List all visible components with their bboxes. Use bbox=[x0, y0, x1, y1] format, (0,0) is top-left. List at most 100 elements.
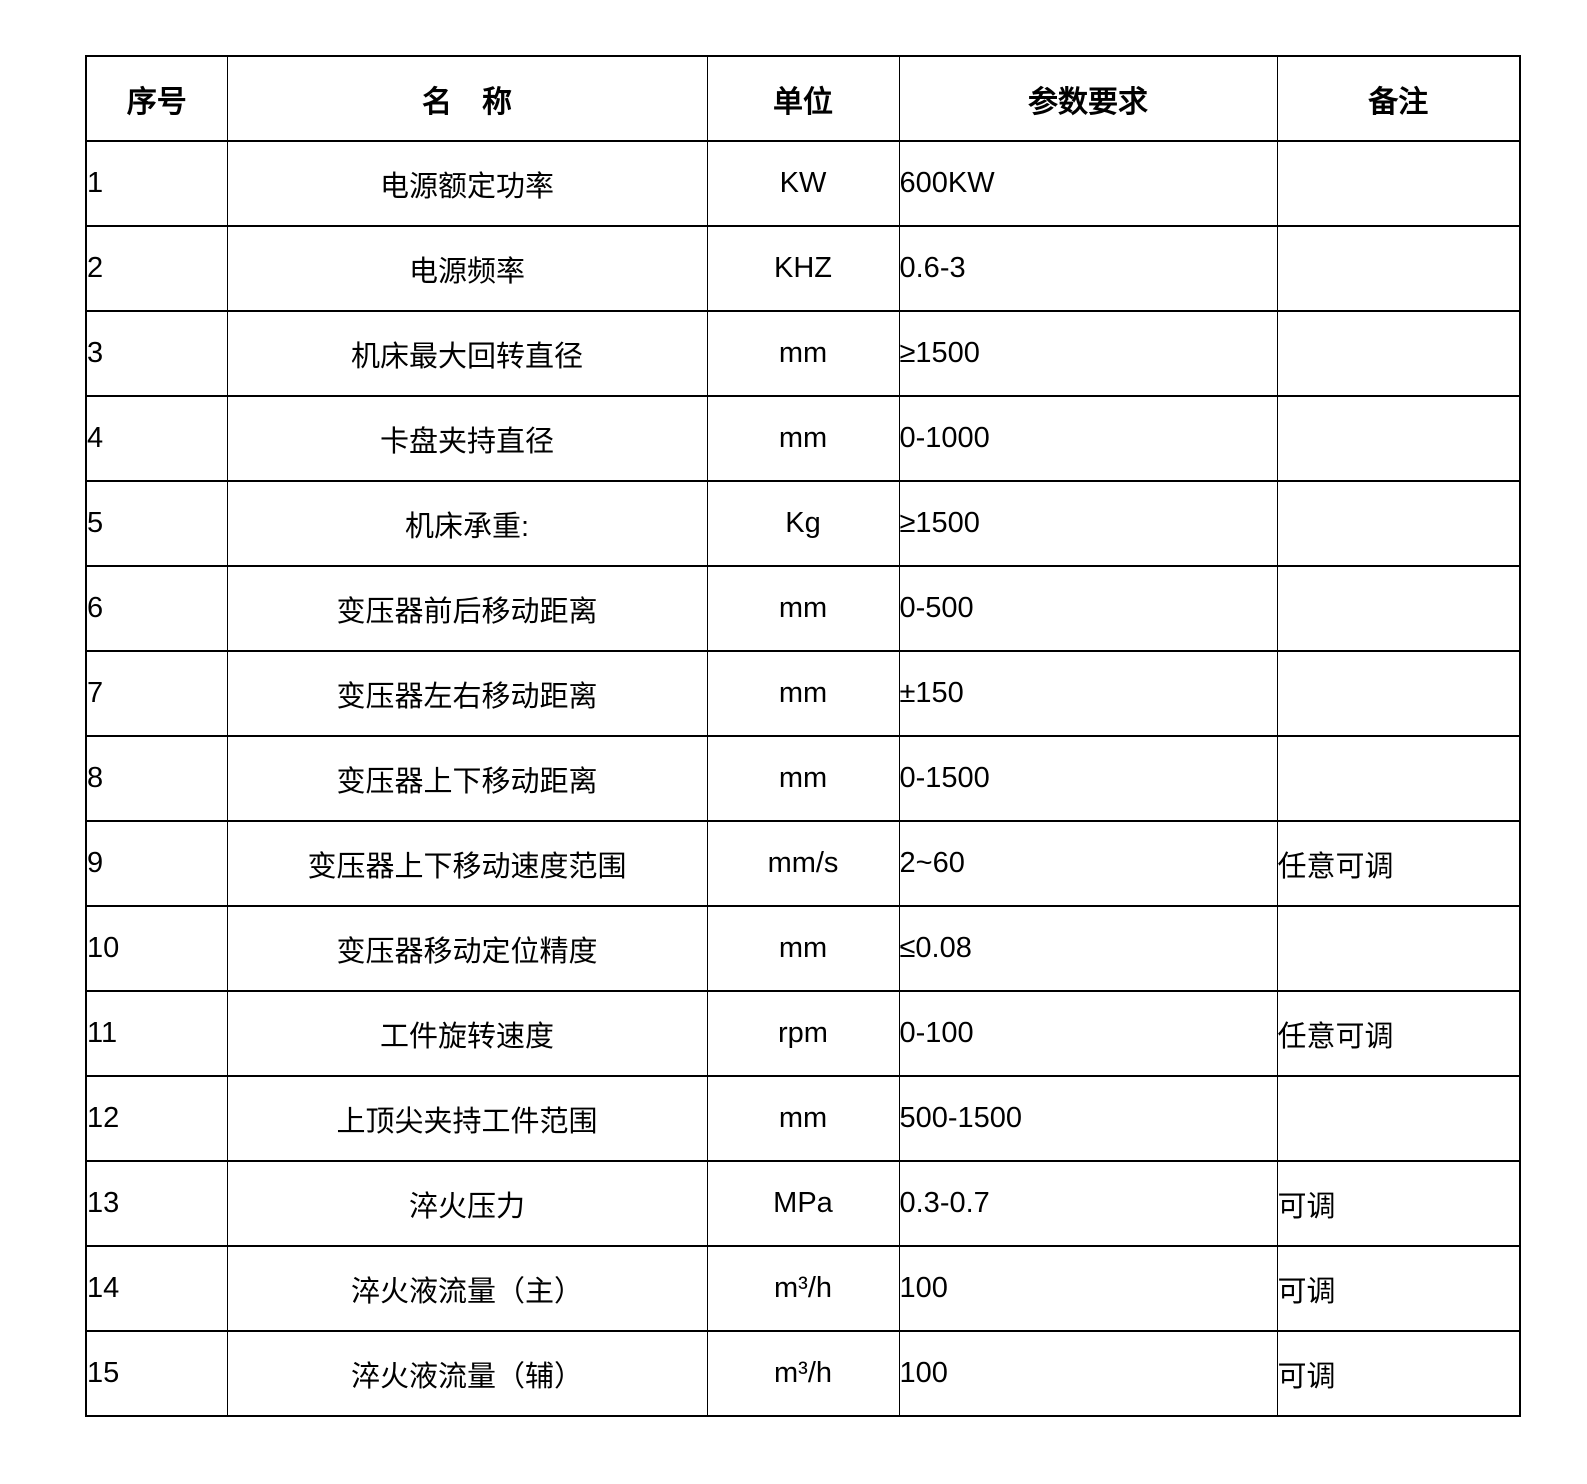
table-row: 5 机床承重: Kg ≥1500 bbox=[85, 480, 1521, 567]
row-unit-cell: mm bbox=[706, 310, 900, 397]
row-param-cell: 100 bbox=[898, 1330, 1278, 1417]
table-row: 14 淬火液流量（主） m³/h 100 可调 bbox=[85, 1245, 1521, 1332]
row-unit-cell: rpm bbox=[706, 990, 900, 1077]
table-row: 8 变压器上下移动距离 mm 0-1500 bbox=[85, 735, 1521, 822]
row-param-cell: 0.6-3 bbox=[898, 225, 1278, 312]
row-unit-cell: m³/h bbox=[706, 1330, 900, 1417]
row-name-cell: 机床最大回转直径 bbox=[226, 310, 708, 397]
row-unit-cell: m³/h bbox=[706, 1245, 900, 1332]
table-row: 6 变压器前后移动距离 mm 0-500 bbox=[85, 565, 1521, 652]
row-note-cell: 可调 bbox=[1276, 1330, 1521, 1417]
table-row: 11 工件旋转速度 rpm 0-100 任意可调 bbox=[85, 990, 1521, 1077]
row-number-cell: 11 bbox=[85, 990, 228, 1077]
row-param-cell: ≥1500 bbox=[898, 310, 1278, 397]
row-name-cell: 淬火压力 bbox=[226, 1160, 708, 1247]
row-name-cell: 变压器前后移动距离 bbox=[226, 565, 708, 652]
header-unit: 单位 bbox=[706, 55, 900, 142]
row-unit-cell: mm bbox=[706, 1075, 900, 1162]
table-row: 4 卡盘夹持直径 mm 0-1000 bbox=[85, 395, 1521, 482]
row-note-cell bbox=[1276, 735, 1521, 822]
table-row: 10 变压器移动定位精度 mm ≤0.08 bbox=[85, 905, 1521, 992]
row-number-cell: 15 bbox=[85, 1330, 228, 1417]
table-row: 9 变压器上下移动速度范围 mm/s 2~60 任意可调 bbox=[85, 820, 1521, 907]
row-param-cell: 100 bbox=[898, 1245, 1278, 1332]
row-param-cell: 2~60 bbox=[898, 820, 1278, 907]
header-no: 序号 bbox=[85, 55, 228, 142]
header-name: 名 称 bbox=[226, 55, 708, 142]
row-name-cell: 淬火液流量（辅） bbox=[226, 1330, 708, 1417]
table-row: 7 变压器左右移动距离 mm ±150 bbox=[85, 650, 1521, 737]
row-param-cell: 0-1000 bbox=[898, 395, 1278, 482]
row-number-cell: 2 bbox=[85, 225, 228, 312]
table-row: 3 机床最大回转直径 mm ≥1500 bbox=[85, 310, 1521, 397]
row-param-cell: 0-500 bbox=[898, 565, 1278, 652]
row-param-cell: 0-100 bbox=[898, 990, 1278, 1077]
row-note-cell bbox=[1276, 310, 1521, 397]
table-row: 15 淬火液流量（辅） m³/h 100 可调 bbox=[85, 1330, 1521, 1417]
row-note-cell: 任意可调 bbox=[1276, 990, 1521, 1077]
table-row: 13 淬火压力 MPa 0.3-0.7 可调 bbox=[85, 1160, 1521, 1247]
spec-table-body: 1 电源额定功率 KW 600KW 2 电源频率 KHZ 0.6-3 3 机床最… bbox=[85, 140, 1521, 1417]
row-note-cell: 可调 bbox=[1276, 1160, 1521, 1247]
row-note-cell bbox=[1276, 565, 1521, 652]
row-note-cell bbox=[1276, 905, 1521, 992]
row-name-cell: 卡盘夹持直径 bbox=[226, 395, 708, 482]
row-number-cell: 10 bbox=[85, 905, 228, 992]
row-param-cell: ≥1500 bbox=[898, 480, 1278, 567]
header-note: 备注 bbox=[1276, 55, 1521, 142]
header-row: 序号 名 称 单位 参数要求 备注 bbox=[85, 55, 1521, 142]
row-name-cell: 上顶尖夹持工件范围 bbox=[226, 1075, 708, 1162]
row-note-cell: 任意可调 bbox=[1276, 820, 1521, 907]
row-param-cell: ±150 bbox=[898, 650, 1278, 737]
header-param: 参数要求 bbox=[898, 55, 1278, 142]
row-note-cell bbox=[1276, 140, 1521, 227]
spec-table: 序号 名 称 单位 参数要求 备注 1 电源额定功率 KW 600KW 2 电源… bbox=[85, 55, 1521, 1417]
row-param-cell: 0.3-0.7 bbox=[898, 1160, 1278, 1247]
row-number-cell: 6 bbox=[85, 565, 228, 652]
row-unit-cell: KHZ bbox=[706, 225, 900, 312]
row-name-cell: 工件旋转速度 bbox=[226, 990, 708, 1077]
spec-table-header: 序号 名 称 单位 参数要求 备注 bbox=[85, 55, 1521, 142]
row-unit-cell: mm bbox=[706, 650, 900, 737]
row-note-cell bbox=[1276, 480, 1521, 567]
row-param-cell: 0-1500 bbox=[898, 735, 1278, 822]
row-number-cell: 5 bbox=[85, 480, 228, 567]
row-note-cell: 可调 bbox=[1276, 1245, 1521, 1332]
row-number-cell: 9 bbox=[85, 820, 228, 907]
row-name-cell: 机床承重: bbox=[226, 480, 708, 567]
row-unit-cell: mm/s bbox=[706, 820, 900, 907]
row-name-cell: 变压器左右移动距离 bbox=[226, 650, 708, 737]
row-name-cell: 变压器上下移动距离 bbox=[226, 735, 708, 822]
row-number-cell: 4 bbox=[85, 395, 228, 482]
row-number-cell: 14 bbox=[85, 1245, 228, 1332]
row-unit-cell: mm bbox=[706, 735, 900, 822]
table-row: 12 上顶尖夹持工件范围 mm 500-1500 bbox=[85, 1075, 1521, 1162]
row-name-cell: 变压器上下移动速度范围 bbox=[226, 820, 708, 907]
row-name-cell: 电源额定功率 bbox=[226, 140, 708, 227]
row-param-cell: 500-1500 bbox=[898, 1075, 1278, 1162]
row-unit-cell: Kg bbox=[706, 480, 900, 567]
row-note-cell bbox=[1276, 395, 1521, 482]
row-number-cell: 7 bbox=[85, 650, 228, 737]
row-unit-cell: KW bbox=[706, 140, 900, 227]
row-note-cell bbox=[1276, 650, 1521, 737]
row-unit-cell: mm bbox=[706, 565, 900, 652]
row-name-cell: 电源频率 bbox=[226, 225, 708, 312]
row-unit-cell: MPa bbox=[706, 1160, 900, 1247]
row-number-cell: 13 bbox=[85, 1160, 228, 1247]
row-unit-cell: mm bbox=[706, 395, 900, 482]
row-note-cell bbox=[1276, 1075, 1521, 1162]
row-param-cell: ≤0.08 bbox=[898, 905, 1278, 992]
row-unit-cell: mm bbox=[706, 905, 900, 992]
table-row: 2 电源频率 KHZ 0.6-3 bbox=[85, 225, 1521, 312]
row-number-cell: 12 bbox=[85, 1075, 228, 1162]
row-number-cell: 8 bbox=[85, 735, 228, 822]
row-note-cell bbox=[1276, 225, 1521, 312]
row-name-cell: 变压器移动定位精度 bbox=[226, 905, 708, 992]
row-name-cell: 淬火液流量（主） bbox=[226, 1245, 708, 1332]
table-row: 1 电源额定功率 KW 600KW bbox=[85, 140, 1521, 227]
row-number-cell: 3 bbox=[85, 310, 228, 397]
row-param-cell: 600KW bbox=[898, 140, 1278, 227]
row-number-cell: 1 bbox=[85, 140, 228, 227]
